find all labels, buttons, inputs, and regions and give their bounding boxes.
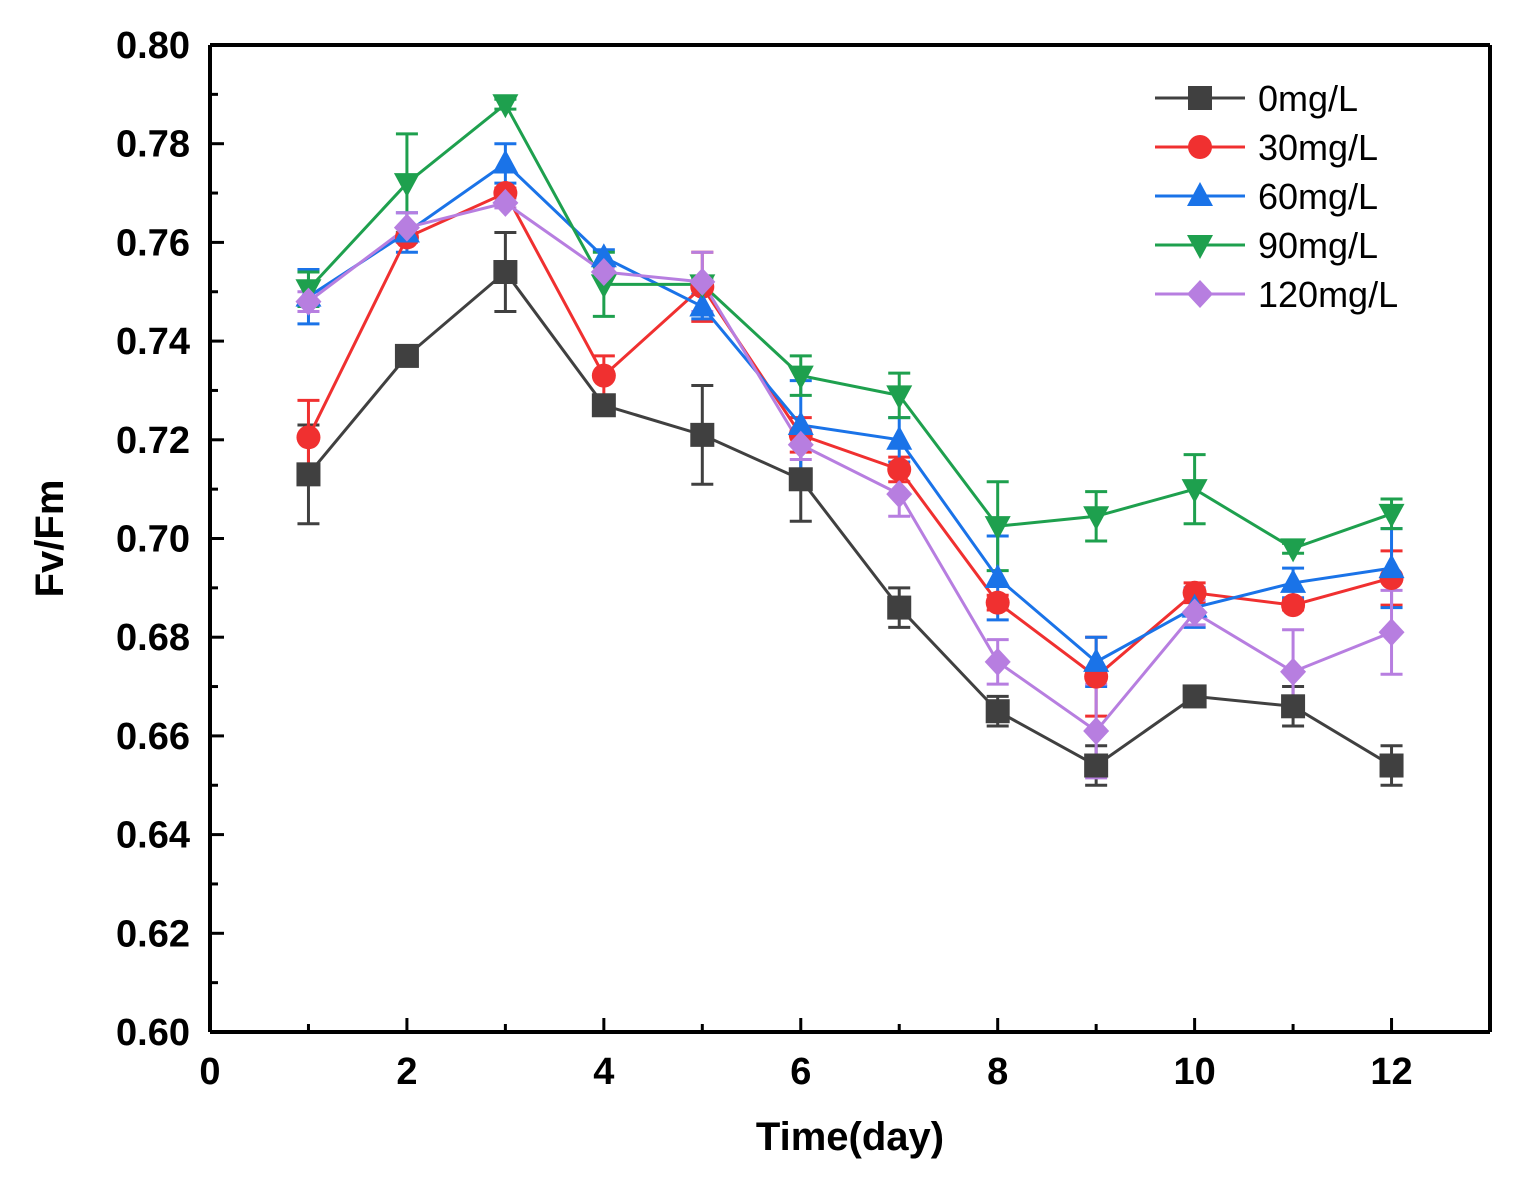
legend-label-0mg-l: 0mg/L [1258,78,1358,119]
data-point-120mg-l [787,430,814,459]
data-point-0mg-l [985,699,1010,724]
x-tick-label: 6 [790,1051,811,1093]
series-line-60mg-l [307,161,1392,664]
data-point-30mg-l [985,590,1010,615]
data-point-120mg-l [295,287,322,316]
data-point-0mg-l [690,422,715,447]
x-tick-label: 0 [199,1051,220,1093]
data-point-90mg-l [1083,506,1110,531]
data-point-60mg-l [984,563,1011,588]
data-point-90mg-l [492,94,519,119]
data-point-60mg-l [590,243,617,268]
data-point-60mg-l [1378,554,1405,579]
data-point-0mg-l [1379,753,1404,778]
data-point-0mg-l [591,393,616,418]
data-point-120mg-l [590,258,617,287]
y-axis-label: Fv/Fm [28,480,72,598]
legend-marker-30mg-l [1188,135,1212,159]
legend-marker-60mg-l [1187,182,1213,206]
data-point-60mg-l [492,149,519,174]
y-tick-label: 0.80 [116,25,190,67]
y-tick-label: 0.66 [116,716,190,758]
x-tick-label: 8 [987,1051,1008,1093]
series-markers [295,94,1405,778]
data-point-120mg-l [393,213,420,242]
y-tick-label: 0.70 [116,519,190,561]
data-point-60mg-l [787,410,814,435]
x-axis-label: Time(day) [756,1115,944,1159]
data-point-0mg-l [1084,753,1109,778]
data-point-60mg-l [689,292,716,317]
data-point-0mg-l [1182,684,1207,709]
data-point-0mg-l [394,343,419,368]
data-point-30mg-l [1281,593,1306,618]
data-point-30mg-l [887,457,912,482]
x-tick-label: 4 [593,1051,614,1093]
data-point-120mg-l [689,267,716,296]
y-tick-label: 0.60 [116,1012,190,1054]
series-line-90mg-l [307,101,1393,551]
x-tick-label: 10 [1173,1051,1215,1093]
series-line-0mg-l [307,269,1393,768]
data-point-0mg-l [493,260,518,285]
data-point-90mg-l [590,274,617,299]
legend-label-30mg-l: 30mg/L [1258,127,1378,168]
y-tick-label: 0.64 [116,815,190,857]
data-point-90mg-l [886,385,913,410]
data-point-120mg-l [984,647,1011,676]
data-point-30mg-l [296,425,321,450]
series-line-30mg-l [307,191,1392,679]
axes [208,43,1492,1034]
legend: 0mg/L 30mg/L 60mg/L 90mg/L 120mg/L [1155,78,1398,315]
data-point-90mg-l [1181,479,1208,504]
data-point-90mg-l [1280,538,1307,563]
data-point-90mg-l [787,365,814,390]
x-tick-label: 12 [1370,1051,1412,1093]
legend-marker-90mg-l [1187,235,1213,259]
data-point-0mg-l [1281,694,1306,719]
legend-marker-0mg-l [1188,86,1212,110]
series-lines [307,101,1393,768]
data-point-120mg-l [1181,598,1208,627]
y-tick-label: 0.74 [116,321,190,363]
data-point-60mg-l [1280,568,1307,593]
tick-labels: 0 2 4 6 8 10 12 0.60 0.62 0.64 0.66 0.68 0.70 0.72 0.7… [116,25,1413,1093]
series-line-120mg-l [307,201,1393,733]
legend-label-120mg-l: 120mg/L [1258,274,1398,315]
data-point-90mg-l [393,173,420,198]
data-point-120mg-l [1280,657,1307,686]
data-point-60mg-l [886,425,913,450]
data-point-0mg-l [887,595,912,620]
data-point-120mg-l [1378,618,1405,647]
y-tick-label: 0.72 [116,420,190,462]
y-tick-label: 0.76 [116,222,190,264]
data-point-120mg-l [492,188,519,217]
y-tick-label: 0.78 [116,124,190,166]
data-point-90mg-l [1378,503,1405,528]
data-point-120mg-l [1083,716,1110,745]
x-tick-label: 2 [396,1051,417,1093]
legend-label-90mg-l: 90mg/L [1258,225,1378,266]
data-point-120mg-l [886,480,913,509]
data-point-90mg-l [984,516,1011,541]
data-point-60mg-l [1083,647,1110,672]
data-point-0mg-l [788,467,813,492]
data-point-30mg-l [1182,580,1207,605]
data-point-0mg-l [296,462,321,487]
data-point-30mg-l [591,363,616,388]
legend-marker-120mg-l [1187,280,1213,308]
legend-label-60mg-l: 60mg/L [1258,176,1378,217]
y-tick-label: 0.62 [116,913,190,955]
y-tick-label: 0.68 [116,617,190,659]
